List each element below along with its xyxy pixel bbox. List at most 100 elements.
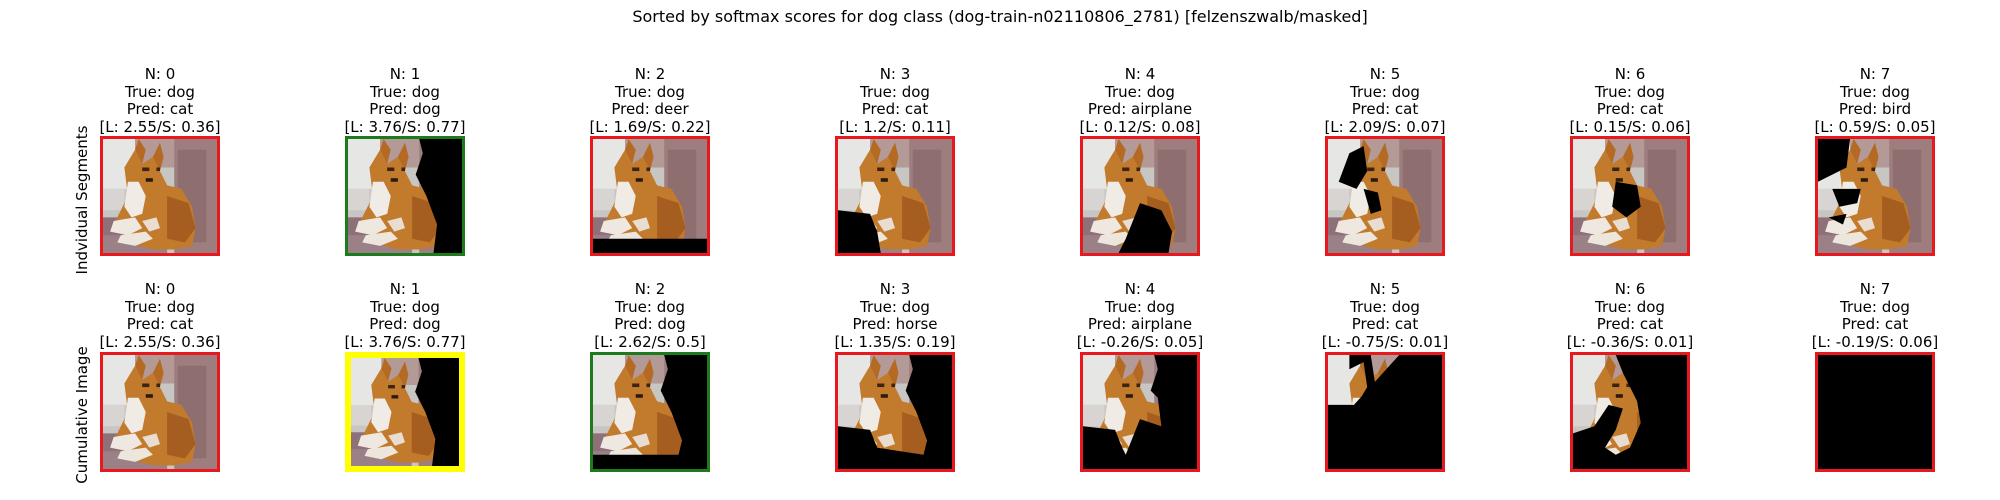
segment-thumbnail xyxy=(1080,136,1200,256)
panel-index: N: 3 xyxy=(775,66,1015,84)
predicted-label: Pred: cat xyxy=(1755,316,1995,334)
mask-region xyxy=(593,239,707,253)
segment-thumbnail xyxy=(1325,136,1445,256)
true-label: True: dog xyxy=(1020,84,1260,102)
score-label: [L: 2.55/S: 0.36] xyxy=(40,334,280,352)
score-label: [L: -0.19/S: 0.06] xyxy=(1755,334,1995,352)
predicted-label: Pred: cat xyxy=(40,101,280,119)
panel-index: N: 7 xyxy=(1755,281,1995,299)
panel-index: N: 6 xyxy=(1510,281,1750,299)
panel-caption: N: 0 True: dog Pred: cat [L: 2.55/S: 0.36] xyxy=(40,66,280,136)
true-label: True: dog xyxy=(775,84,1015,102)
true-label: True: dog xyxy=(1755,84,1995,102)
panel-index: N: 4 xyxy=(1020,66,1260,84)
predicted-label: Pred: cat xyxy=(1510,316,1750,334)
panel-index: N: 1 xyxy=(285,281,525,299)
dog-image xyxy=(103,139,217,253)
panel-caption: N: 6 True: dog Pred: cat [L: -0.36/S: 0.01] xyxy=(1510,281,1750,351)
segment-thumbnail xyxy=(1570,352,1690,472)
panel-caption: N: 5 True: dog Pred: cat [L: 2.09/S: 0.07] xyxy=(1265,66,1505,136)
predicted-label: Pred: cat xyxy=(40,316,280,334)
dog-image xyxy=(1818,139,1932,253)
dog-image xyxy=(1083,139,1197,253)
mask-region xyxy=(1818,355,1932,469)
panel-index: N: 6 xyxy=(1510,66,1750,84)
segment-thumbnail xyxy=(590,352,710,472)
dog-image xyxy=(348,139,462,253)
predicted-label: Pred: dog xyxy=(285,101,525,119)
dog-image xyxy=(1573,139,1687,253)
predicted-label: Pred: horse xyxy=(775,316,1015,334)
panel-index: N: 1 xyxy=(285,66,525,84)
predicted-label: Pred: cat xyxy=(1265,101,1505,119)
score-label: [L: 0.59/S: 0.05] xyxy=(1755,119,1995,137)
panel-index: N: 2 xyxy=(530,66,770,84)
segment-thumbnail xyxy=(100,352,220,472)
segment-thumbnail xyxy=(835,352,955,472)
true-label: True: dog xyxy=(1265,84,1505,102)
predicted-label: Pred: bird xyxy=(1755,101,1995,119)
predicted-label: Pred: deer xyxy=(530,101,770,119)
dog-image xyxy=(1328,355,1442,469)
segment-thumbnail xyxy=(590,136,710,256)
panel-index: N: 0 xyxy=(40,66,280,84)
dog-image xyxy=(103,355,217,469)
true-label: True: dog xyxy=(285,299,525,317)
dog-image xyxy=(838,355,952,469)
panel-index: N: 3 xyxy=(775,281,1015,299)
panel-caption: N: 3 True: dog Pred: cat [L: 1.2/S: 0.11] xyxy=(775,66,1015,136)
score-label: [L: 0.15/S: 0.06] xyxy=(1510,119,1750,137)
true-label: True: dog xyxy=(530,299,770,317)
panel-caption: N: 3 True: dog Pred: horse [L: 1.35/S: 0.19… xyxy=(775,281,1015,351)
panel-caption: N: 1 True: dog Pred: dog [L: 3.76/S: 0.77] xyxy=(285,281,525,351)
dog-image xyxy=(593,139,707,253)
score-label: [L: 1.2/S: 0.11] xyxy=(775,119,1015,137)
score-label: [L: 3.76/S: 0.77] xyxy=(285,334,525,352)
score-label: [L: 1.69/S: 0.22] xyxy=(530,119,770,137)
score-label: [L: 3.76/S: 0.77] xyxy=(285,119,525,137)
score-label: [L: -0.36/S: 0.01] xyxy=(1510,334,1750,352)
panel-caption: N: 0 True: dog Pred: cat [L: 2.55/S: 0.36] xyxy=(40,281,280,351)
true-label: True: dog xyxy=(1510,84,1750,102)
segment-thumbnail xyxy=(100,136,220,256)
true-label: True: dog xyxy=(530,84,770,102)
panel-caption: N: 1 True: dog Pred: dog [L: 3.76/S: 0.77] xyxy=(285,66,525,136)
panel-index: N: 2 xyxy=(530,281,770,299)
segment-thumbnail xyxy=(1080,352,1200,472)
segment-thumbnail xyxy=(835,136,955,256)
panel-caption: N: 2 True: dog Pred: dog [L: 2.62/S: 0.5] xyxy=(530,281,770,351)
panel-caption: N: 4 True: dog Pred: airplane [L: -0.26/S: … xyxy=(1020,281,1260,351)
panel-index: N: 7 xyxy=(1755,66,1995,84)
true-label: True: dog xyxy=(1755,299,1995,317)
panel-index: N: 5 xyxy=(1265,66,1505,84)
predicted-label: Pred: airplane xyxy=(1020,316,1260,334)
panel-caption: N: 7 True: dog Pred: cat [L: -0.19/S: 0.06] xyxy=(1755,281,1995,351)
true-label: True: dog xyxy=(1265,299,1505,317)
dog-image xyxy=(838,139,952,253)
score-label: [L: -0.75/S: 0.01] xyxy=(1265,334,1505,352)
segment-thumbnail xyxy=(345,352,465,472)
figure-title: Sorted by softmax scores for dog class (… xyxy=(0,8,2000,26)
segment-thumbnail xyxy=(1815,136,1935,256)
true-label: True: dog xyxy=(40,84,280,102)
segment-thumbnail xyxy=(345,136,465,256)
score-label: [L: 2.62/S: 0.5] xyxy=(530,334,770,352)
segment-thumbnail xyxy=(1570,136,1690,256)
predicted-label: Pred: airplane xyxy=(1020,101,1260,119)
true-label: True: dog xyxy=(40,299,280,317)
dog-image xyxy=(1818,355,1932,469)
dog-image xyxy=(1083,355,1197,469)
true-label: True: dog xyxy=(775,299,1015,317)
dog-image xyxy=(351,358,459,466)
score-label: [L: 2.55/S: 0.36] xyxy=(40,119,280,137)
predicted-label: Pred: cat xyxy=(1510,101,1750,119)
score-label: [L: 0.12/S: 0.08] xyxy=(1020,119,1260,137)
panel-caption: N: 2 True: dog Pred: deer [L: 1.69/S: 0.22] xyxy=(530,66,770,136)
panel-index: N: 4 xyxy=(1020,281,1260,299)
true-label: True: dog xyxy=(1020,299,1260,317)
dog-image xyxy=(593,355,707,469)
segment-thumbnail xyxy=(1325,352,1445,472)
predicted-label: Pred: cat xyxy=(775,101,1015,119)
panel-caption: N: 5 True: dog Pred: cat [L: -0.75/S: 0.01] xyxy=(1265,281,1505,351)
predicted-label: Pred: cat xyxy=(1265,316,1505,334)
